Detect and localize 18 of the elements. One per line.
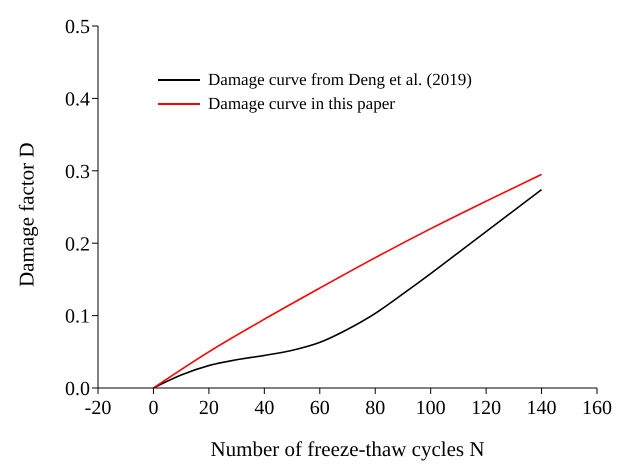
y-tick-label: 0.1 <box>65 306 90 328</box>
x-tick-label: 40 <box>254 397 274 420</box>
x-tick-label: 0 <box>148 397 158 420</box>
x-tick-label: 160 <box>582 397 612 420</box>
y-tick-label: 0.5 <box>65 16 90 38</box>
legend-label: Damage curve from Deng et al. (2019) <box>208 70 472 90</box>
x-axis-title: Number of freeze-thaw cycles N <box>210 437 485 461</box>
legend-label: Damage curve in this paper <box>208 94 395 114</box>
x-tick-label: 60 <box>310 397 330 420</box>
y-tick-label: 0.4 <box>65 88 90 110</box>
x-tick-label: 20 <box>198 397 219 420</box>
x-tick-label: 120 <box>471 397 502 420</box>
x-tick-label: 100 <box>416 397 446 420</box>
y-tick-label: 0.2 <box>65 233 90 256</box>
y-axis-title: Damage factor D <box>14 142 38 287</box>
y-tick-label: 0.3 <box>65 160 90 183</box>
x-tick-label: 140 <box>526 397 557 420</box>
x-tick-label: 80 <box>365 397 386 420</box>
